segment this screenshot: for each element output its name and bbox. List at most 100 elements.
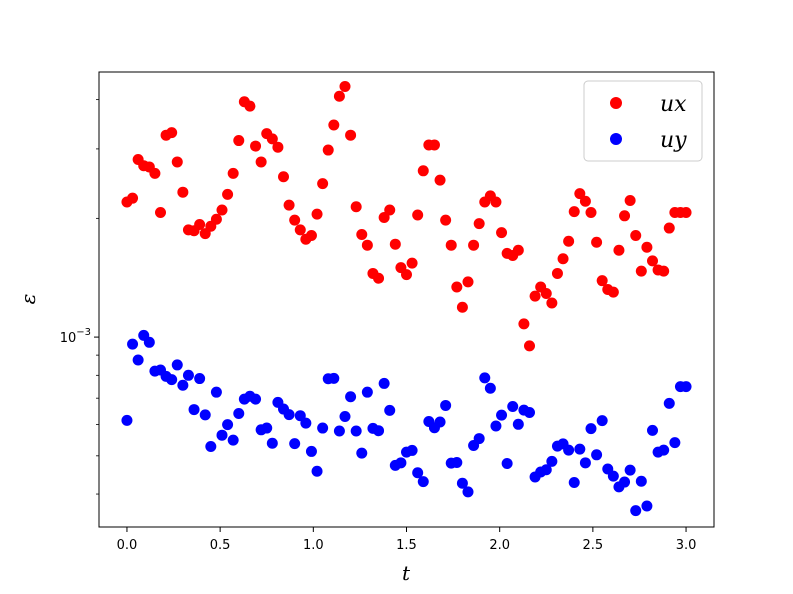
x-tick-label: 0.5 <box>210 538 231 553</box>
data-point-uy <box>305 445 317 457</box>
x-axis-label: t <box>402 561 411 585</box>
data-point-uy <box>490 420 502 432</box>
data-point-ux <box>373 272 385 284</box>
x-tick-label: 1.5 <box>396 538 417 553</box>
data-point-ux <box>305 229 317 241</box>
data-point-uy <box>630 505 642 517</box>
data-point-uy <box>222 419 234 431</box>
data-point-uy <box>132 354 144 366</box>
data-point-uy <box>434 416 446 428</box>
data-point-uy <box>127 338 139 350</box>
data-point-ux <box>350 201 362 213</box>
data-point-uy <box>199 409 211 421</box>
y-tick-label-base: 10 <box>60 331 77 346</box>
data-point-ux <box>512 244 524 256</box>
data-point-ux <box>635 265 647 277</box>
data-point-ux <box>658 265 670 277</box>
data-point-uy <box>451 456 463 468</box>
y-axis-ticks: 10−3 <box>60 99 99 495</box>
data-point-uy <box>350 425 362 437</box>
data-point-uy <box>227 434 239 446</box>
data-point-uy <box>647 424 658 436</box>
data-point-uy <box>283 409 295 421</box>
data-point-uy <box>261 422 273 434</box>
data-point-uy <box>311 465 323 477</box>
data-point-uy <box>484 382 496 394</box>
data-point-uy <box>596 415 608 427</box>
data-point-uy <box>188 404 200 416</box>
data-point-uy <box>205 440 217 452</box>
data-point-uy <box>333 425 345 437</box>
data-point-uy <box>456 477 468 489</box>
data-point-ux <box>166 127 178 139</box>
data-point-uy <box>328 372 340 384</box>
data-point-uy <box>658 444 670 456</box>
data-point-ux <box>345 129 357 141</box>
data-point-ux <box>311 208 323 220</box>
data-point-ux <box>613 244 625 256</box>
x-tick-label: 1.0 <box>303 538 324 553</box>
data-point-ux <box>585 206 597 218</box>
data-point-uy <box>635 475 647 487</box>
data-point-ux <box>328 119 340 131</box>
data-point-uy <box>501 458 513 470</box>
data-point-ux <box>434 174 446 186</box>
data-point-uy <box>473 433 485 445</box>
data-point-ux <box>568 206 580 218</box>
data-point-uy <box>479 372 491 384</box>
data-point-ux <box>529 290 541 302</box>
data-point-ux <box>462 276 474 288</box>
data-point-uy <box>373 425 385 437</box>
data-point-uy <box>524 406 535 418</box>
data-point-ux <box>389 238 401 250</box>
data-point-uy <box>216 429 228 441</box>
data-point-uy <box>356 447 368 459</box>
data-point-ux <box>496 227 508 239</box>
data-point-uy <box>182 369 194 381</box>
data-point-uy <box>563 444 575 456</box>
data-point-uy <box>250 393 262 405</box>
data-point-ux <box>412 209 424 221</box>
data-point-ux <box>333 90 345 102</box>
y-tick-label-exponent: −3 <box>76 327 91 338</box>
data-point-ux <box>283 199 295 211</box>
data-point-uy <box>496 409 508 421</box>
data-point-uy <box>663 397 675 409</box>
data-point-uy <box>361 386 373 398</box>
x-tick-label: 2.0 <box>489 538 510 553</box>
data-point-ux <box>551 267 563 279</box>
data-point-uy <box>395 457 407 469</box>
data-point-uy <box>384 404 396 416</box>
data-point-ux <box>177 186 189 198</box>
data-point-uy <box>233 408 245 420</box>
data-point-ux <box>406 257 418 269</box>
data-point-ux <box>468 239 480 251</box>
data-point-ux <box>663 222 675 234</box>
data-point-uy <box>300 417 312 429</box>
data-point-ux <box>216 204 228 216</box>
data-point-uy <box>171 359 183 371</box>
data-point-ux <box>557 253 569 265</box>
data-point-ux <box>607 286 619 298</box>
data-point-uy <box>294 410 306 422</box>
data-point-ux <box>317 178 329 190</box>
data-point-ux <box>233 135 245 147</box>
data-point-ux <box>490 196 502 208</box>
data-point-ux <box>127 192 139 204</box>
data-point-ux <box>417 165 429 177</box>
data-points <box>121 80 692 517</box>
data-point-ux <box>579 195 591 207</box>
data-point-ux <box>255 156 267 168</box>
data-point-uy <box>507 400 519 412</box>
data-point-ux <box>451 281 463 293</box>
data-point-ux <box>518 318 530 330</box>
legend-label-ux: ux <box>660 92 687 117</box>
data-point-uy <box>641 500 653 512</box>
data-point-ux <box>473 218 485 230</box>
data-point-ux <box>456 301 468 313</box>
data-point-uy <box>378 377 390 389</box>
data-point-uy <box>317 422 329 434</box>
data-point-uy <box>121 414 133 426</box>
data-point-ux <box>619 210 631 222</box>
legend: ux uy <box>583 80 703 162</box>
